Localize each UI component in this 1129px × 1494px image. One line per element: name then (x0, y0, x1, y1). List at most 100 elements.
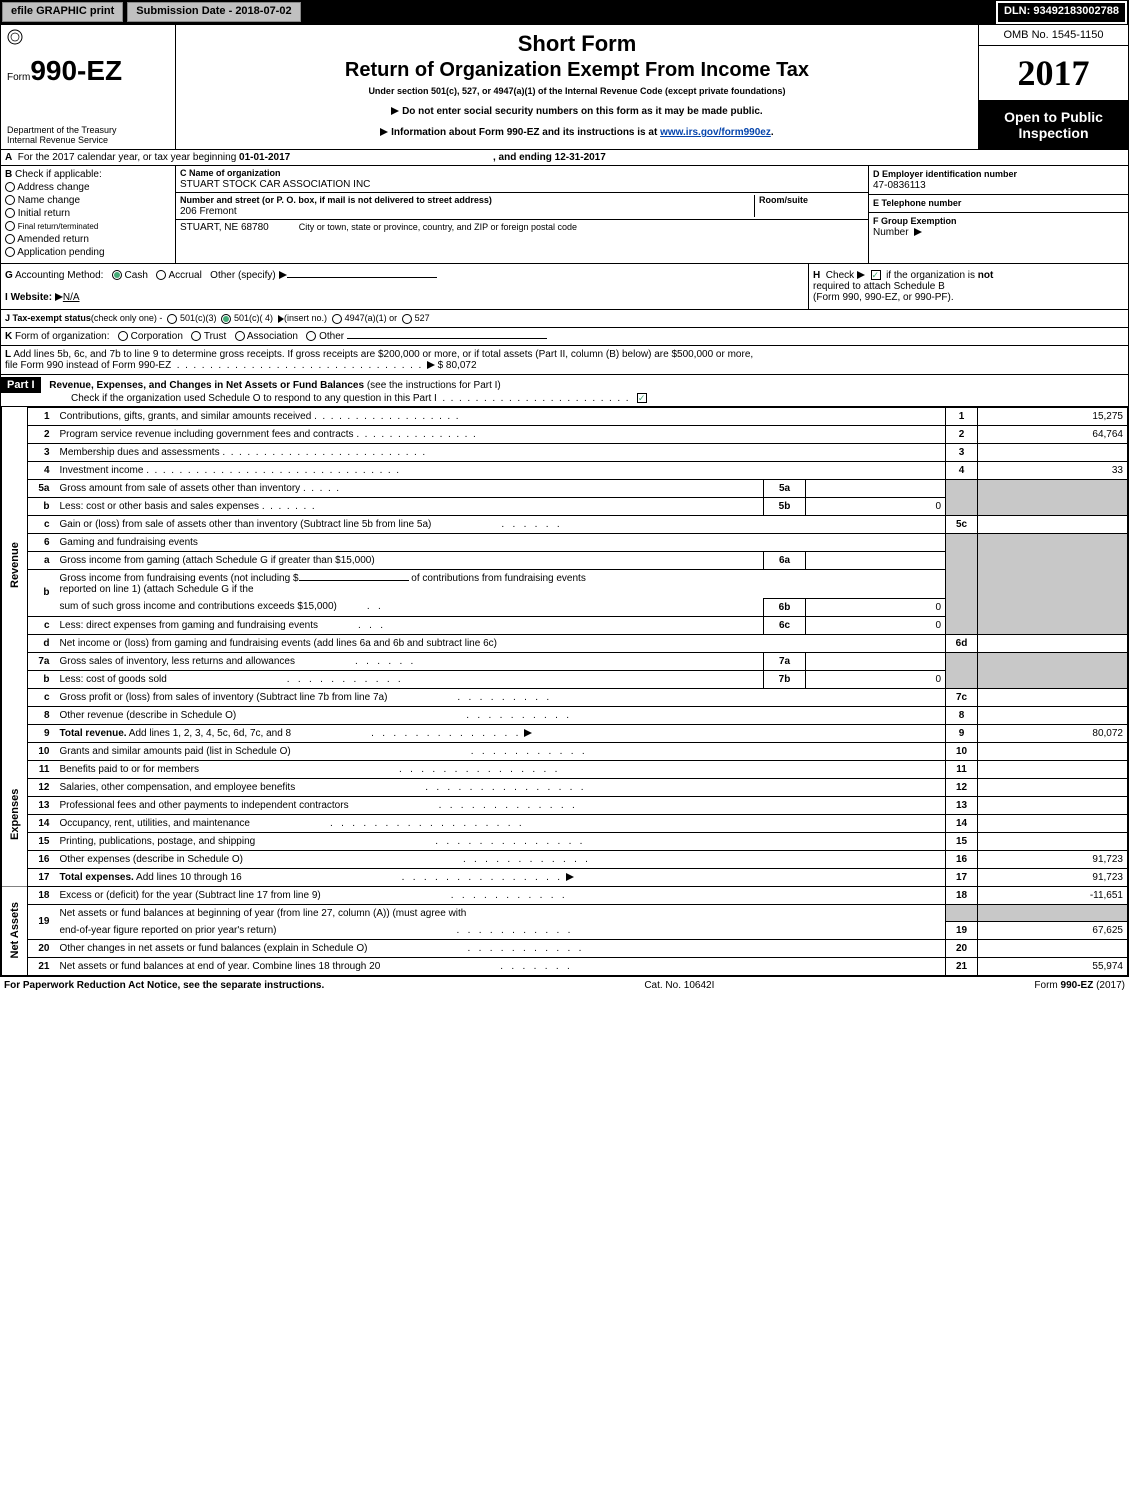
amt-line-8 (978, 706, 1128, 724)
form-number: 990-EZ (30, 55, 122, 86)
line-17: 17 Total expenses. Add lines 10 through … (2, 868, 1128, 886)
chk-application-pending[interactable]: Application pending (5, 247, 171, 258)
section-k-form-of-org: K Form of organization: Corporation Trus… (1, 328, 1128, 346)
chk-final-return[interactable]: Final return/terminated (5, 221, 171, 232)
radio-501c3[interactable] (167, 314, 177, 324)
amt-line-21: 55,974 (978, 958, 1128, 976)
section-l-gross-receipts: L Add lines 5b, 6c, and 7b to line 9 to … (1, 346, 1128, 375)
line-9: 9 Total revenue. Add lines 1, 2, 3, 4, 5… (2, 724, 1128, 742)
line-12: 12 Salaries, other compensation, and emp… (2, 778, 1128, 796)
line-3: 3 Membership dues and assessments . . . … (2, 443, 1128, 461)
org-address: 206 Fremont (180, 206, 237, 217)
ein-value: 47-0836113 (873, 180, 926, 191)
header-right: OMB No. 1545-1150 2017 Open to PublicIns… (978, 25, 1128, 149)
org-city: STUART, NE 68780 (180, 222, 269, 261)
expenses-side-label: Expenses (2, 742, 28, 886)
chk-initial-return[interactable]: Initial return (5, 208, 171, 219)
part-1-header: Part I Revenue, Expenses, and Changes in… (1, 375, 1128, 407)
arrow-icon (524, 729, 532, 737)
subval-6b: 0 (806, 598, 946, 616)
line-10: Expenses 10 Grants and similar amounts p… (2, 742, 1128, 760)
radio-527[interactable] (402, 314, 412, 324)
line-19-2: end-of-year figure reported on prior yea… (2, 922, 1128, 940)
form-container: Form990-EZ Department of the Treasury In… (0, 24, 1129, 977)
amt-line-18: -11,651 (978, 886, 1128, 904)
section-g-accounting: G Accounting Method: Cash Accrual Other … (1, 264, 808, 309)
arrow-icon (566, 873, 574, 881)
section-h-schedule-b: H Check if the organization is not requi… (808, 264, 1128, 309)
dln-badge: DLN: 93492183002788 (996, 1, 1127, 24)
amt-line-16: 91,723 (978, 850, 1128, 868)
radio-corporation[interactable] (118, 331, 128, 341)
line-1: Revenue 1 Contributions, gifts, grants, … (2, 407, 1128, 425)
section-f-group-exemption: F Group Exemption Number (869, 213, 1128, 263)
under-section-text: Under section 501(c), 527, or 4947(a)(1)… (182, 86, 972, 96)
line-7c: c Gross profit or (loss) from sales of i… (2, 688, 1128, 706)
line-2: 2 Program service revenue including gove… (2, 425, 1128, 443)
radio-association[interactable] (235, 331, 245, 341)
short-form-title: Short Form (182, 31, 972, 57)
amt-line-13 (978, 796, 1128, 814)
line-5c: c Gain or (loss) from sale of assets oth… (2, 515, 1128, 533)
amt-line-3 (978, 443, 1128, 461)
amt-line-14 (978, 814, 1128, 832)
arrow-icon (380, 128, 388, 136)
chk-address-change[interactable]: Address change (5, 182, 171, 193)
line-20: 20 Other changes in net assets or fund b… (2, 940, 1128, 958)
chk-schedule-o-used[interactable] (637, 393, 647, 403)
amt-line-9: 80,072 (978, 724, 1128, 742)
line-14: 14 Occupancy, rent, utilities, and maint… (2, 814, 1128, 832)
org-name: STUART STOCK CAR ASSOCIATION INC (180, 179, 370, 190)
form-header: Form990-EZ Department of the Treasury In… (1, 25, 1128, 150)
chk-schedule-b-not-required[interactable] (871, 270, 881, 280)
subval-6a (806, 551, 946, 569)
radio-4947a1[interactable] (332, 314, 342, 324)
subval-5a (806, 479, 946, 497)
line-6d: d Net income or (loss) from gaming and f… (2, 634, 1128, 652)
subval-6c: 0 (806, 616, 946, 634)
amt-line-12 (978, 778, 1128, 796)
arrow-icon (427, 361, 435, 369)
open-to-public-badge: Open to PublicInspection (979, 101, 1128, 149)
radio-other[interactable] (306, 331, 316, 341)
line-11: 11 Benefits paid to or for members. . . … (2, 760, 1128, 778)
sections-d-e-f: D Employer identification number 47-0836… (868, 166, 1128, 263)
arrow-icon (857, 271, 865, 279)
chk-amended-return[interactable]: Amended return (5, 234, 171, 245)
radio-accrual[interactable] (156, 270, 166, 280)
row-g-h: G Accounting Method: Cash Accrual Other … (1, 264, 1128, 310)
section-d-ein: D Employer identification number 47-0836… (869, 166, 1128, 195)
line-6: 6 Gaming and fundraising events (2, 533, 1128, 551)
subval-7b: 0 (806, 670, 946, 688)
radio-cash[interactable] (112, 270, 122, 280)
omb-number: OMB No. 1545-1150 (979, 25, 1128, 46)
dept-text: Department of the Treasury Internal Reve… (7, 125, 117, 145)
radio-trust[interactable] (191, 331, 201, 341)
amt-line-19: 67,625 (978, 922, 1128, 940)
footer-form-ref: Form 990-EZ (2017) (1034, 980, 1125, 991)
info-block: B Check if applicable: Address change Na… (1, 166, 1128, 264)
warning-line-1: Do not enter social security numbers on … (182, 106, 972, 117)
line-7a: 7a Gross sales of inventory, less return… (2, 652, 1128, 670)
info-line: Information about Form 990-EZ and its in… (182, 127, 972, 138)
revenue-side-label: Revenue (2, 407, 28, 724)
part-1-title: Revenue, Expenses, and Changes in Net As… (49, 380, 500, 391)
chk-name-change[interactable]: Name change (5, 195, 171, 206)
subval-5b: 0 (806, 497, 946, 515)
irs-link[interactable]: www.irs.gov/form990ez (660, 127, 771, 138)
amt-line-2: 64,764 (978, 425, 1128, 443)
submission-date: Submission Date - 2018-07-02 (127, 2, 300, 22)
page-footer: For Paperwork Reduction Act Notice, see … (0, 977, 1129, 994)
amt-line-1: 15,275 (978, 407, 1128, 425)
amt-line-6d (978, 634, 1128, 652)
amt-line-7c (978, 688, 1128, 706)
net-assets-side-label: Net Assets (2, 886, 28, 976)
section-j-tax-exempt: J Tax-exempt status(check only one) - 50… (1, 310, 1128, 328)
line-16: 16 Other expenses (describe in Schedule … (2, 850, 1128, 868)
radio-501c[interactable] (221, 314, 231, 324)
amt-line-15 (978, 832, 1128, 850)
line-5a: 5a Gross amount from sale of assets othe… (2, 479, 1128, 497)
arrow-icon (391, 107, 399, 115)
line-18: Net Assets 18 Excess or (deficit) for th… (2, 886, 1128, 904)
efile-print-button[interactable]: efile GRAPHIC print (2, 2, 123, 22)
